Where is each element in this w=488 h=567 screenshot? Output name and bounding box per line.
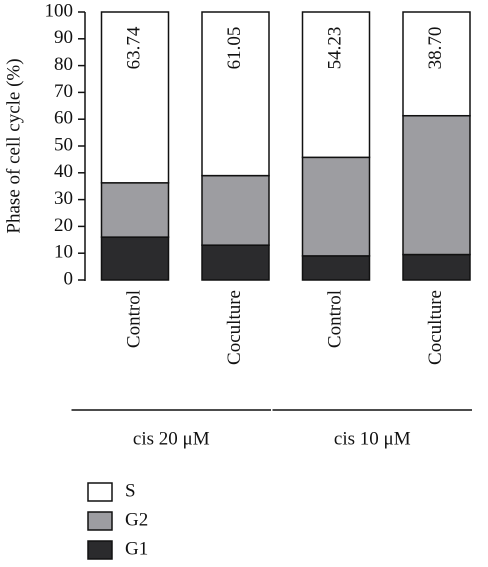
y-tick-label: 60 — [54, 108, 73, 129]
y-tick-label: 50 — [54, 134, 73, 155]
x-tick-label: Coculture — [224, 290, 245, 365]
value-label: 61.05 — [224, 27, 245, 70]
bar-segment — [301, 11, 371, 159]
legend-label: G1 — [125, 538, 148, 559]
bar-segment — [100, 182, 170, 238]
bar-segment — [100, 236, 170, 281]
bar-segment — [301, 156, 371, 257]
legend-label: G2 — [125, 509, 148, 530]
value-label: 38.70 — [425, 27, 446, 70]
bar-segment — [402, 114, 471, 256]
y-tick-label: 80 — [54, 54, 73, 75]
bar-segment — [201, 244, 270, 281]
value-label: 54.23 — [324, 27, 345, 70]
y-tick-label: 20 — [54, 215, 73, 236]
y-tick-label: 40 — [54, 161, 73, 182]
bar-segment — [100, 11, 170, 184]
y-tick-label: 0 — [64, 268, 74, 289]
group-label: cis 20 μM — [133, 428, 210, 449]
y-tick-label: 90 — [54, 27, 73, 48]
y-tick-label: 30 — [54, 188, 73, 209]
y-tick-label: 70 — [54, 81, 73, 102]
bar-segment — [301, 255, 371, 281]
legend-swatch — [87, 540, 113, 560]
bar-segment — [402, 11, 471, 117]
x-tick-label: Control — [324, 290, 345, 348]
legend-swatch — [87, 482, 113, 502]
bar-segment — [402, 253, 471, 281]
x-tick-label: Control — [123, 290, 144, 348]
bar-segment — [201, 174, 270, 246]
legend-swatch — [87, 511, 113, 531]
group-label: cis 10 μM — [334, 428, 411, 449]
bar-segment — [201, 11, 270, 177]
y-tick-label: 10 — [54, 242, 73, 263]
x-tick-label: Coculture — [425, 290, 446, 365]
value-label: 63.74 — [123, 26, 144, 69]
y-axis-label: Phase of cell cycle (%) — [3, 58, 24, 233]
y-tick-label: 100 — [45, 0, 74, 21]
legend-label: S — [125, 480, 136, 501]
